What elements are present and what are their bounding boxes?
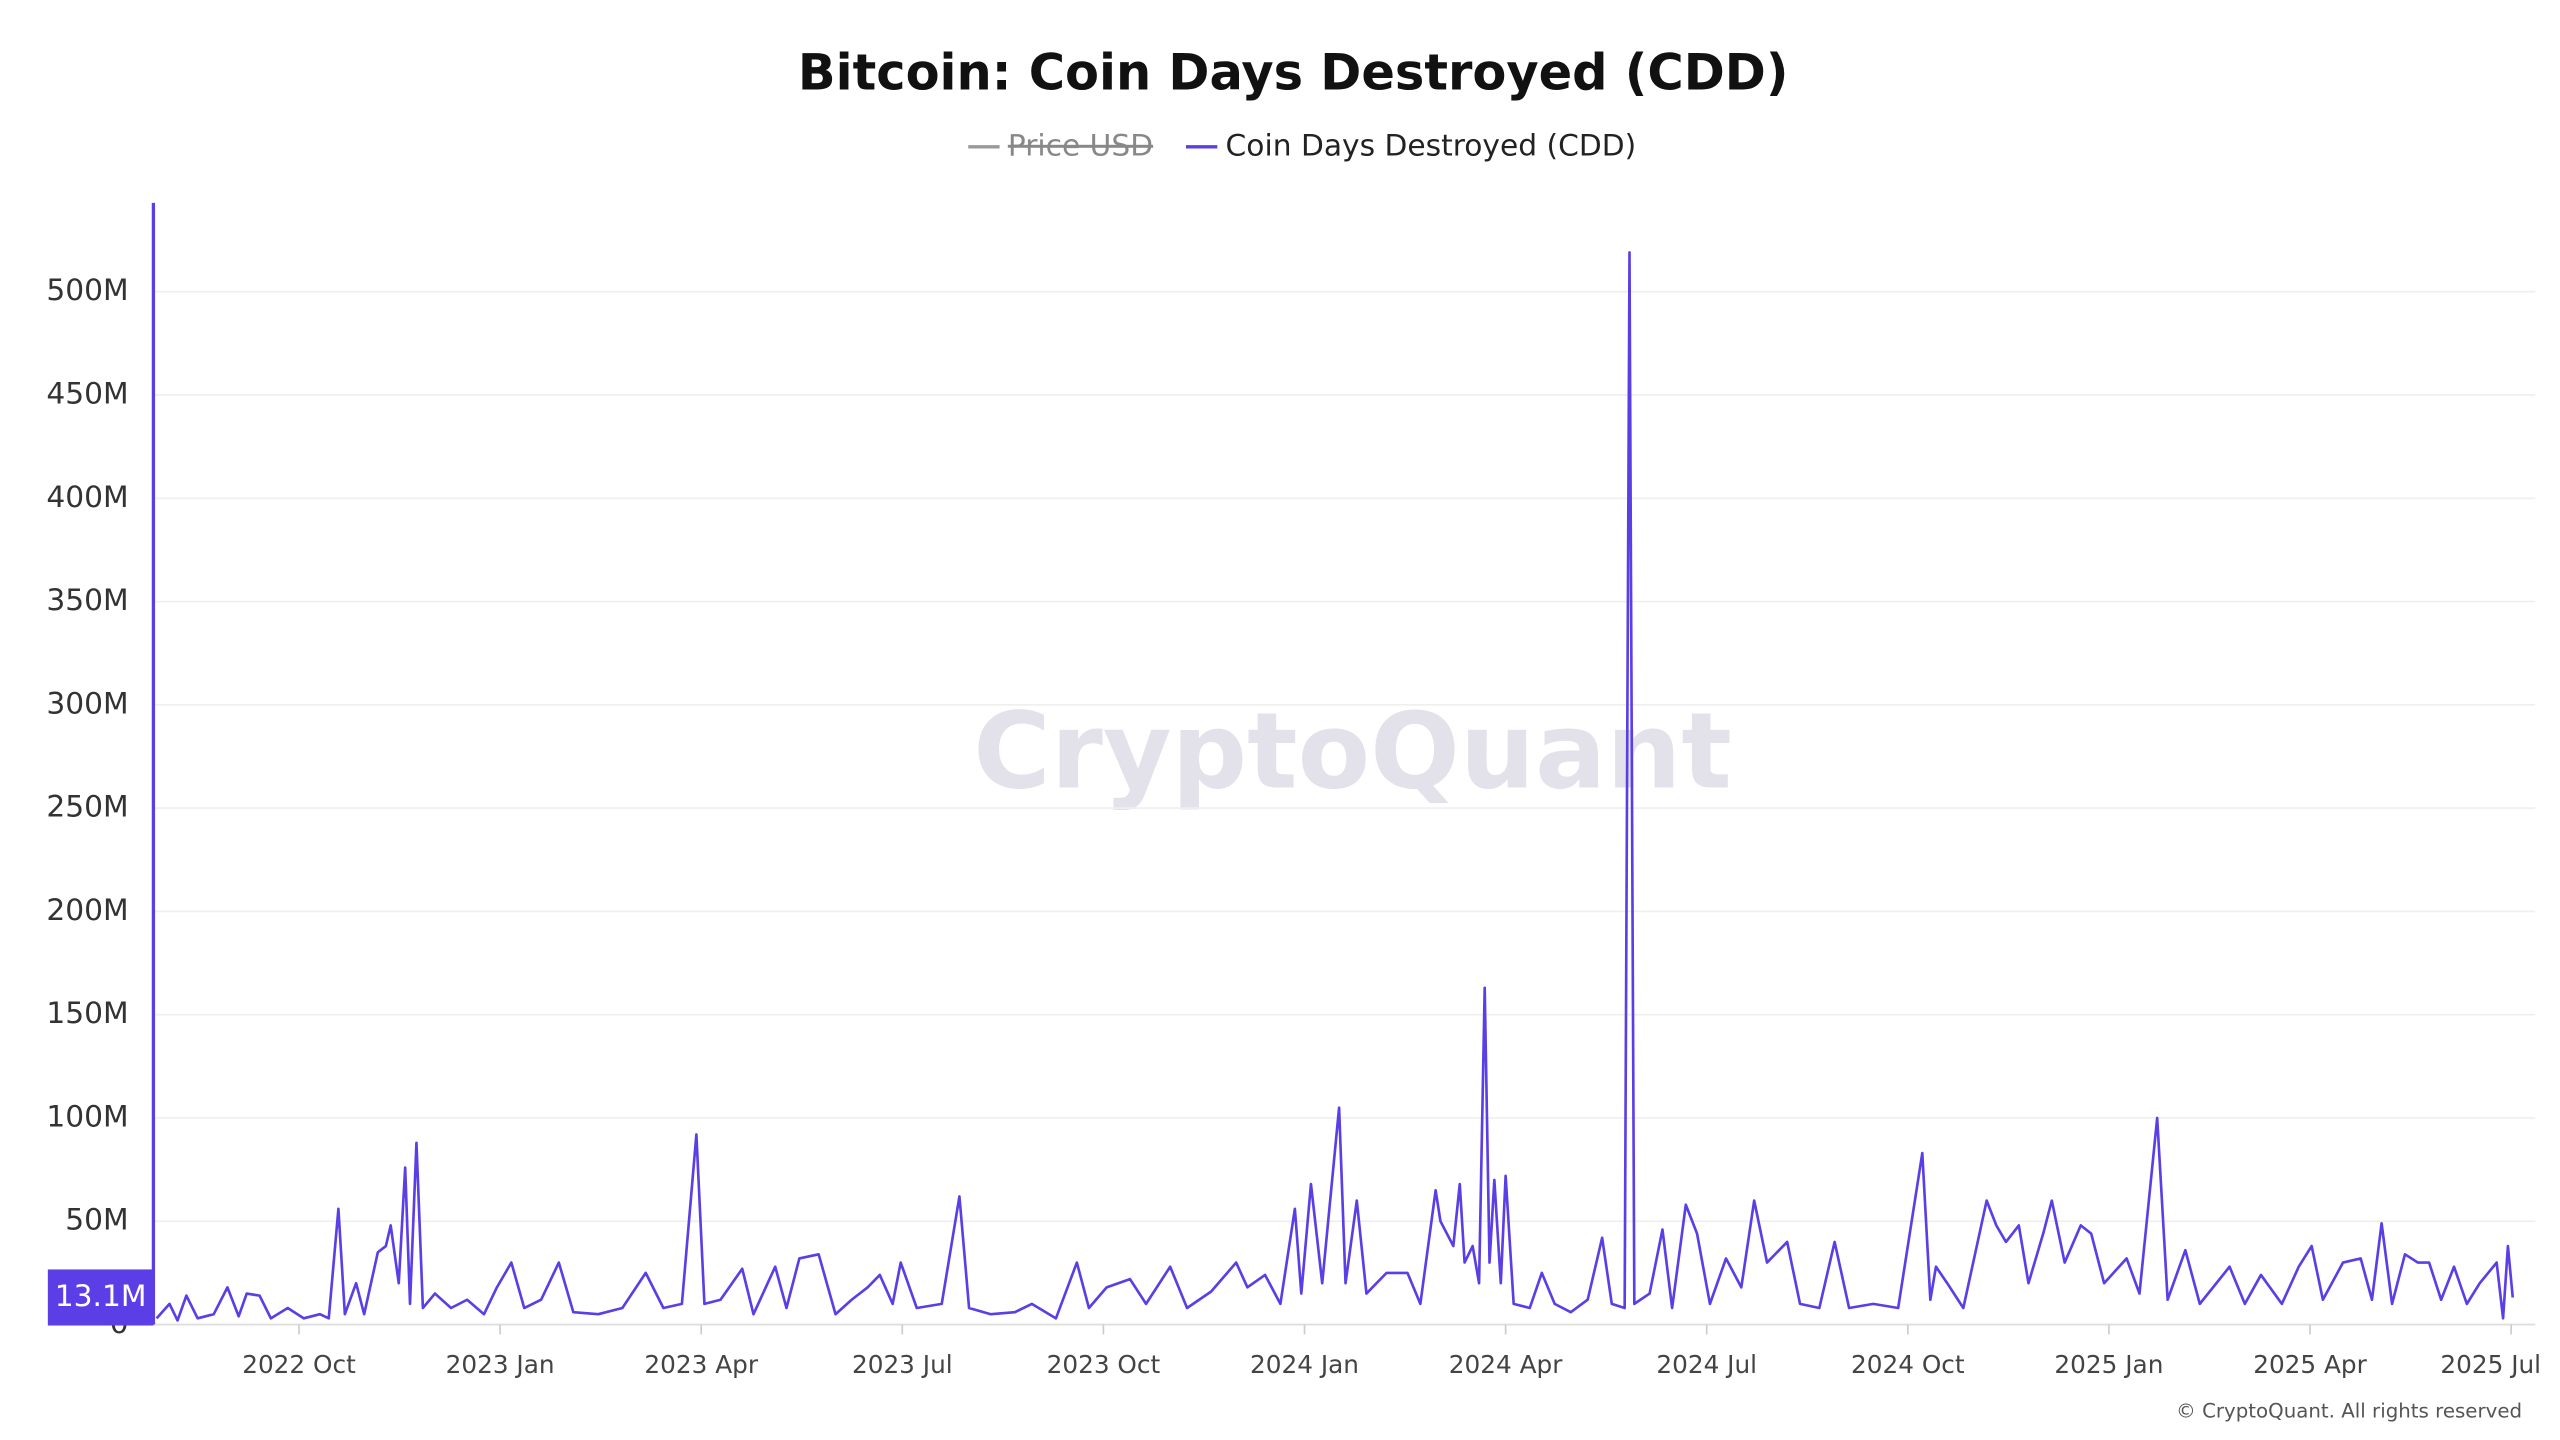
x-tick-label: 2023 Oct [1047, 1350, 1161, 1379]
data-line [155, 251, 2515, 1322]
last-value-box [47, 1269, 154, 1326]
x-tick-label: 2024 Jul [1656, 1350, 1757, 1379]
y-tick-label: 400M [46, 480, 128, 515]
x-tick-label: 2025 Jul [2440, 1350, 2541, 1379]
y-tick-label: 350M [46, 583, 128, 618]
x-tick-label: 2023 Jul [852, 1350, 953, 1379]
copyright: © CryptoQuant. All rights reserved [2176, 1399, 2522, 1422]
y-tick-label: 100M [46, 1099, 128, 1134]
last-value-label: 13.1M [55, 1279, 147, 1314]
legend-label[interactable]: Coin Days Destroyed (CDD) [1226, 128, 1637, 163]
legend-label[interactable]: Price USD [1008, 128, 1153, 163]
x-tick-label: 2024 Apr [1449, 1350, 1563, 1379]
y-tick-label: 300M [46, 686, 128, 721]
x-tick-label: 2025 Apr [2253, 1350, 2367, 1379]
x-tick-label: 2023 Jan [446, 1350, 555, 1379]
y-tick-label: 150M [46, 996, 128, 1031]
y-tick-label: 50M [65, 1203, 128, 1238]
x-tick-label: 2024 Jan [1250, 1350, 1359, 1379]
chart-title: Bitcoin: Coin Days Destroyed (CDD) [798, 43, 1789, 101]
y-tick-label: 250M [46, 790, 128, 825]
x-tick-label: 2025 Jan [2054, 1350, 2163, 1379]
legend: Price USD Coin Days Destroyed (CDD) [968, 128, 1636, 163]
x-tick-label: 2022 Oct [242, 1350, 356, 1379]
x-tick-label: 2023 Apr [644, 1350, 758, 1379]
watermark: CryptoQuant [973, 690, 1732, 813]
x-tick-label: 2024 Oct [1851, 1350, 1965, 1379]
y-tick-label: 450M [46, 376, 128, 411]
y-tick-label: 500M [46, 273, 128, 308]
y-tick-label: 200M [46, 893, 128, 928]
